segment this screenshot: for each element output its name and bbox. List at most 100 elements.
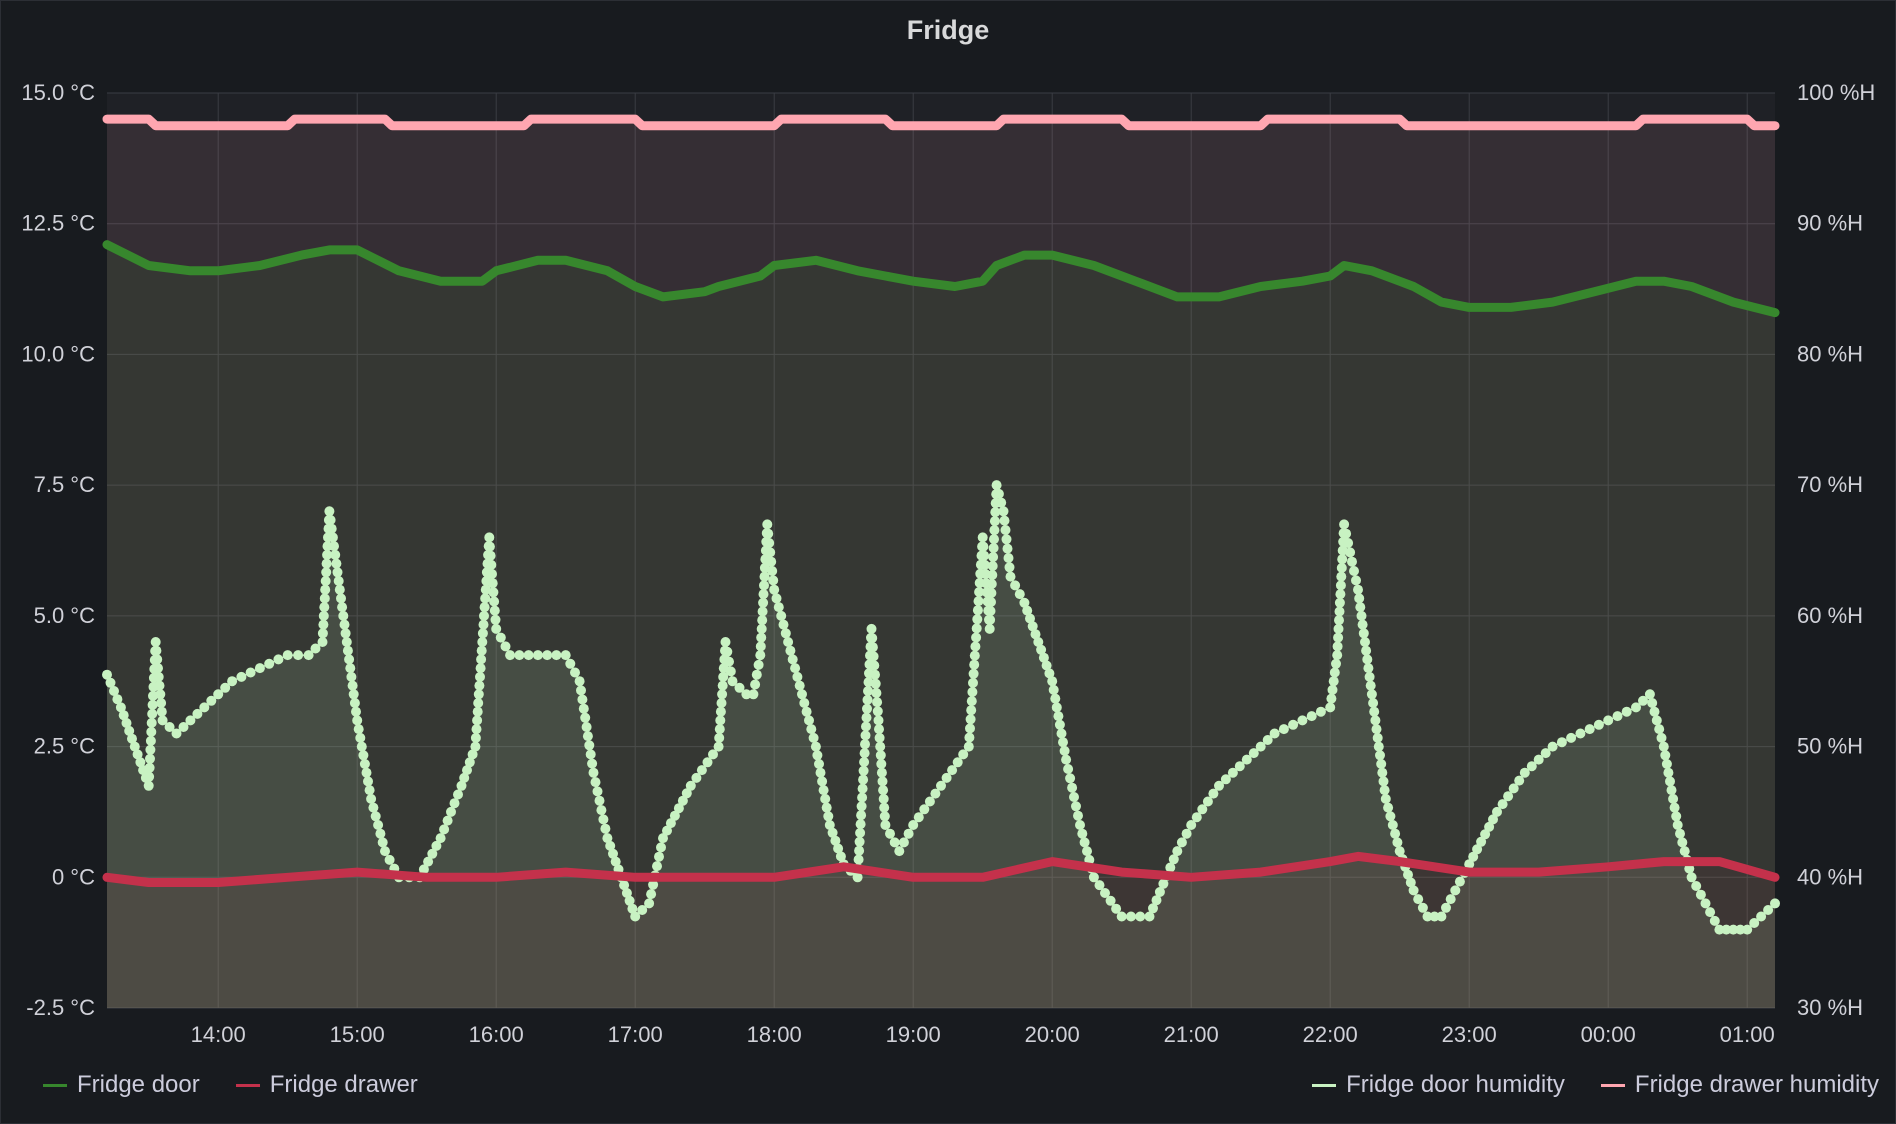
data-point-fridge-door-humidity <box>596 805 607 816</box>
data-point-fridge-door-humidity <box>1665 776 1675 787</box>
data-point-fridge-door-humidity <box>875 750 886 761</box>
data-point-fridge-door-humidity <box>490 614 501 625</box>
data-point-fridge-door-humidity <box>1334 615 1344 626</box>
data-point-fridge-door-humidity <box>206 695 217 706</box>
data-point-fridge-door-humidity <box>1005 571 1016 582</box>
data-point-fridge-door-humidity <box>1047 676 1058 687</box>
data-point-fridge-door-humidity <box>1387 820 1398 830</box>
legend-item-fridge-drawer-humidity[interactable]: Fridge drawer humidity <box>1600 1071 1879 1099</box>
data-point-fridge-door-humidity <box>958 749 969 760</box>
data-point-fridge-door-humidity <box>1331 658 1341 669</box>
data-point-fridge-door-humidity <box>1355 602 1366 613</box>
data-point-fridge-door-humidity <box>102 669 112 680</box>
data-point-fridge-door-humidity <box>1041 660 1052 671</box>
data-point-fridge-door-humidity <box>814 759 824 769</box>
data-point-fridge-door-humidity <box>470 741 481 752</box>
data-point-fridge-door-humidity <box>821 802 832 813</box>
data-point-fridge-door-humidity <box>118 710 129 721</box>
data-point-fridge-door-humidity <box>185 715 196 726</box>
data-point-fridge-door-humidity <box>1333 632 1344 643</box>
data-point-fridge-door-humidity <box>852 872 863 883</box>
data-point-fridge-door-humidity <box>1227 767 1238 778</box>
data-point-fridge-door-humidity <box>227 676 238 687</box>
data-point-fridge-door-humidity <box>986 579 997 589</box>
data-point-fridge-door-humidity <box>479 610 489 621</box>
data-point-fridge-door-humidity <box>318 619 329 630</box>
x-tick-label: 23:00 <box>1442 1022 1497 1047</box>
data-point-fridge-door-humidity <box>1429 911 1440 922</box>
data-point-fridge-door-humidity <box>1371 724 1382 735</box>
data-point-fridge-door-humidity <box>347 680 358 691</box>
data-point-fridge-door-humidity <box>817 776 828 787</box>
data-point-fridge-door-humidity <box>1038 652 1049 663</box>
data-point-fridge-door-humidity <box>1248 748 1259 759</box>
data-point-fridge-door-humidity <box>1445 894 1456 905</box>
legend-item-fridge-drawer[interactable]: Fridge drawer <box>235 1071 418 1099</box>
data-point-fridge-door-humidity <box>473 698 484 708</box>
data-point-fridge-door-humidity <box>477 637 488 647</box>
x-tick-label: 14:00 <box>191 1022 246 1047</box>
data-point-fridge-door-humidity <box>1191 812 1202 823</box>
data-point-fridge-door-humidity <box>479 602 490 613</box>
data-point-fridge-door-humidity <box>325 515 336 525</box>
data-point-fridge-door-humidity <box>764 538 775 548</box>
x-tick-label: 15:00 <box>330 1022 385 1047</box>
data-point-fridge-door-humidity <box>1566 732 1577 743</box>
data-point-fridge-door-humidity <box>878 785 889 796</box>
data-point-fridge-door-humidity <box>630 911 641 922</box>
data-point-fridge-door-humidity <box>1269 728 1280 739</box>
data-point-fridge-door-humidity <box>1363 663 1374 674</box>
data-point-fridge-door-humidity <box>1335 580 1346 591</box>
data-point-fridge-door-humidity <box>1700 898 1711 909</box>
y-left-tick-label: 12.5 °C <box>21 211 95 236</box>
data-point-fridge-door-humidity <box>1721 924 1732 935</box>
data-point-fridge-door-humidity <box>236 671 247 682</box>
data-point-fridge-door-humidity <box>1071 801 1081 812</box>
data-point-fridge-door-humidity <box>321 558 332 569</box>
data-point-fridge-door-humidity <box>1100 888 1110 898</box>
data-point-fridge-door-humidity <box>1165 862 1176 873</box>
data-point-fridge-door-humidity <box>1668 793 1679 804</box>
legend-item-fridge-door-humidity[interactable]: Fridge door humidity <box>1312 1071 1565 1099</box>
data-point-fridge-door-humidity <box>757 606 768 617</box>
data-point-fridge-door-humidity <box>475 671 485 682</box>
legend-item-fridge-door[interactable]: Fridge door <box>43 1071 200 1099</box>
data-point-fridge-door-humidity <box>487 578 498 589</box>
data-point-fridge-door-humidity <box>1575 728 1586 739</box>
data-point-fridge-door-humidity <box>619 880 630 891</box>
y-right-tick-label: 80 %H <box>1797 341 1863 366</box>
data-point-fridge-door-humidity <box>293 650 304 661</box>
data-point-fridge-door-humidity <box>863 686 873 696</box>
data-point-fridge-door-humidity <box>1514 775 1525 786</box>
data-point-fridge-door-humidity <box>1014 589 1025 600</box>
data-point-fridge-door-humidity <box>1033 637 1044 647</box>
x-tick-label: 21:00 <box>1164 1022 1219 1047</box>
data-point-fridge-door-humidity <box>476 645 487 656</box>
data-point-fridge-door-humidity <box>491 623 502 634</box>
data-point-fridge-door-humidity <box>919 804 930 815</box>
legend-label-fridge-drawer: Fridge drawer <box>269 1071 418 1098</box>
data-point-fridge-door-humidity <box>996 497 1007 508</box>
data-point-fridge-door-humidity <box>164 722 175 732</box>
data-point-fridge-door-humidity <box>1366 689 1377 700</box>
data-point-fridge-door-humidity <box>1675 828 1685 839</box>
data-point-fridge-door-humidity <box>353 724 364 735</box>
data-point-fridge-door-humidity <box>820 793 831 804</box>
data-point-fridge-door-humidity <box>1186 820 1197 830</box>
data-point-fridge-door-humidity <box>1332 641 1343 652</box>
data-point-fridge-door-humidity <box>874 724 884 735</box>
data-point-fridge-door-humidity <box>1540 748 1551 759</box>
data-point-fridge-door-humidity <box>1669 802 1680 813</box>
data-point-fridge-door-humidity <box>435 833 446 844</box>
data-point-fridge-door-humidity <box>1027 621 1038 632</box>
data-point-fridge-door-humidity <box>988 543 999 553</box>
data-point-fridge-door-humidity <box>877 776 888 787</box>
data-point-fridge-door-humidity <box>154 680 165 691</box>
data-point-fridge-door-humidity <box>1661 759 1672 769</box>
data-point-fridge-door-humidity <box>587 758 598 769</box>
data-point-fridge-door-humidity <box>765 547 776 558</box>
data-point-fridge-door-humidity <box>859 748 870 759</box>
data-point-fridge-door-humidity <box>1584 724 1595 735</box>
data-point-fridge-door-humidity <box>581 722 592 732</box>
